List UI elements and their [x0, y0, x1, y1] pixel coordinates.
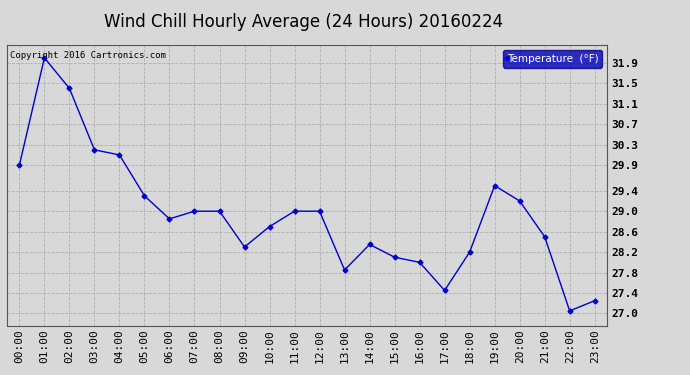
Legend: Temperature  (°F): Temperature (°F) [503, 50, 602, 68]
Text: Wind Chill Hourly Average (24 Hours) 20160224: Wind Chill Hourly Average (24 Hours) 201… [104, 13, 503, 31]
Text: Copyright 2016 Cartronics.com: Copyright 2016 Cartronics.com [10, 51, 166, 60]
